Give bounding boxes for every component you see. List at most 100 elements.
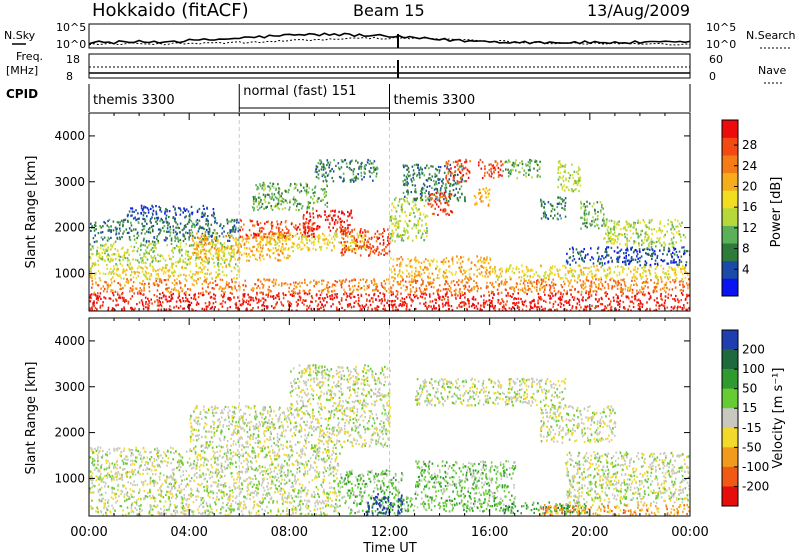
data-cell <box>687 284 689 287</box>
data-cell <box>580 200 582 203</box>
data-cell <box>421 198 424 202</box>
data-cell <box>168 230 170 233</box>
data-cell <box>480 167 483 170</box>
data-cell <box>164 210 166 213</box>
data-cell <box>664 233 666 236</box>
data-cell <box>399 219 402 223</box>
data-cell <box>336 293 338 296</box>
data-cell <box>315 293 318 296</box>
data-cell <box>258 298 260 301</box>
freq-tick-top: 18 <box>66 53 80 66</box>
data-cell <box>624 285 627 288</box>
data-cell <box>99 254 101 257</box>
data-cell <box>152 230 154 233</box>
data-cell <box>498 285 500 288</box>
data-cell <box>288 247 290 250</box>
data-cell <box>457 294 459 297</box>
data-cell <box>214 294 217 297</box>
data-cell <box>349 287 351 290</box>
data-cell <box>346 303 349 307</box>
data-cell <box>524 299 527 302</box>
data-cell <box>309 212 311 215</box>
data-cell <box>536 308 539 311</box>
data-cell <box>253 209 255 212</box>
data-cell <box>529 308 531 311</box>
data-cell <box>521 160 523 163</box>
data-cell <box>670 220 672 223</box>
data-cell <box>375 288 377 291</box>
data-cell <box>608 219 611 222</box>
data-cell <box>203 260 206 263</box>
data-cell <box>498 174 500 177</box>
data-cell <box>497 175 500 178</box>
data-cell <box>109 271 111 274</box>
data-cell <box>603 286 606 289</box>
data-cell <box>472 286 475 289</box>
data-cell <box>364 234 367 237</box>
data-cell <box>482 200 484 203</box>
data-cell <box>162 257 165 260</box>
data-cell <box>473 279 475 282</box>
data-cell <box>687 294 689 297</box>
data-cell <box>679 289 682 292</box>
data-cell <box>468 290 471 293</box>
data-cell <box>151 258 154 262</box>
data-cell <box>428 167 430 170</box>
data-cell <box>203 252 206 255</box>
data-cell <box>145 251 148 254</box>
data-cell <box>339 221 342 224</box>
data-cell <box>214 306 216 309</box>
data-cell <box>94 234 96 237</box>
data-cell <box>555 292 557 295</box>
data-cell <box>229 235 231 238</box>
data-cell <box>276 204 278 207</box>
data-cell <box>505 160 507 163</box>
data-cell <box>606 304 609 307</box>
data-cell <box>683 285 685 288</box>
data-cell <box>421 296 424 299</box>
data-cell <box>143 252 145 255</box>
data-cell <box>444 304 446 307</box>
data-cell <box>591 304 593 307</box>
data-cell <box>270 205 273 208</box>
data-cell <box>343 288 345 291</box>
data-cell <box>616 300 618 303</box>
data-cell <box>156 219 159 222</box>
data-cell <box>530 306 533 309</box>
data-cell <box>326 159 329 162</box>
data-cell <box>207 268 209 271</box>
data-cell <box>476 307 479 310</box>
data-cell <box>126 260 129 263</box>
data-cell <box>626 237 628 240</box>
data-cell <box>305 190 308 193</box>
data-cell <box>441 180 443 183</box>
data-cell <box>150 298 152 301</box>
data-cell <box>185 296 187 299</box>
data-cell <box>185 299 188 302</box>
data-cell <box>302 299 304 302</box>
data-cell <box>171 264 173 267</box>
data-cell <box>220 257 223 260</box>
data-cell <box>204 302 207 305</box>
data-cell <box>410 212 412 215</box>
data-cell <box>598 299 600 302</box>
data-cell <box>368 294 370 297</box>
data-cell <box>94 306 97 310</box>
data-cell <box>196 272 198 275</box>
data-cell <box>91 245 93 248</box>
data-cell <box>97 299 99 302</box>
data-cell <box>561 186 564 189</box>
data-cell <box>159 267 161 271</box>
data-cell <box>303 290 306 293</box>
data-cell <box>173 218 176 221</box>
data-cell <box>629 286 631 289</box>
data-cell <box>552 305 554 308</box>
data-cell <box>462 174 465 177</box>
data-cell <box>406 197 408 200</box>
data-cell <box>562 165 564 168</box>
data-cell <box>540 297 542 300</box>
data-cell <box>399 235 402 238</box>
data-cell <box>311 229 314 232</box>
data-cell <box>576 291 579 294</box>
data-cell <box>316 214 319 217</box>
